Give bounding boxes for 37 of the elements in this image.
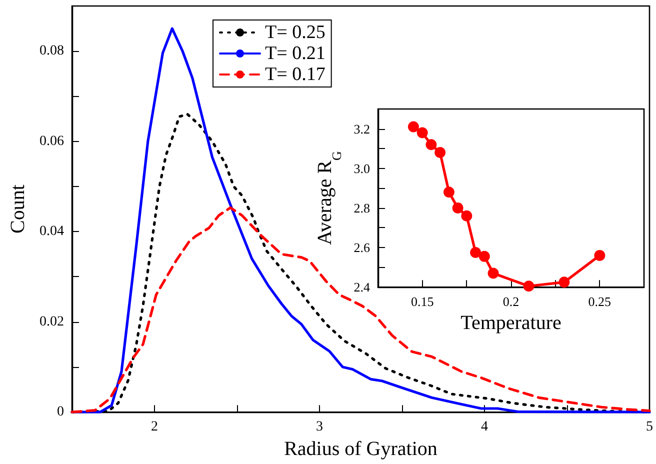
y-tick-label: 2.6 [354, 240, 370, 256]
x-tick-label: 4 [481, 420, 488, 435]
legend-label: T= 0.25 [265, 22, 326, 43]
y-tick-label: 0.08 [40, 44, 64, 59]
y-tick-label: 3.0 [354, 160, 370, 176]
x-tick-label: 2 [151, 420, 158, 435]
point [434, 147, 446, 158]
point [488, 268, 499, 279]
point [523, 280, 534, 292]
y-tick-label: 0 [57, 404, 64, 420]
point [594, 250, 606, 261]
x-tick-label: 0.15 [410, 294, 434, 310]
point [426, 139, 437, 150]
y-tick-label: 2.8 [354, 200, 370, 216]
point [408, 121, 419, 132]
x-tick-label: 5 [646, 420, 653, 435]
point [452, 202, 464, 214]
point [558, 276, 570, 288]
legend-label: T= 0.21 [265, 43, 326, 64]
point [461, 210, 472, 222]
point [478, 250, 490, 262]
y-tick-label: 3.2 [354, 121, 370, 136]
legend-label: T= 0.17 [265, 64, 326, 85]
point [416, 127, 428, 138]
y-axis-title: Average RG [314, 151, 344, 246]
x-axis-title: Radius of Gyration [284, 438, 438, 460]
x-tick-label: 3 [316, 420, 323, 435]
y-tick-label: 0.06 [40, 134, 64, 149]
y-tick-label: 2.4 [354, 280, 370, 295]
y-tick-label: 0.02 [40, 314, 64, 330]
x-tick-label: 0.2 [502, 294, 520, 310]
point [443, 186, 454, 198]
x-tick-label: 0.25 [588, 294, 612, 310]
y-axis-title: Count [7, 184, 29, 234]
y-tick-label: 0.04 [40, 224, 64, 240]
point [470, 246, 482, 258]
x-axis-title: Temperature [460, 312, 562, 334]
